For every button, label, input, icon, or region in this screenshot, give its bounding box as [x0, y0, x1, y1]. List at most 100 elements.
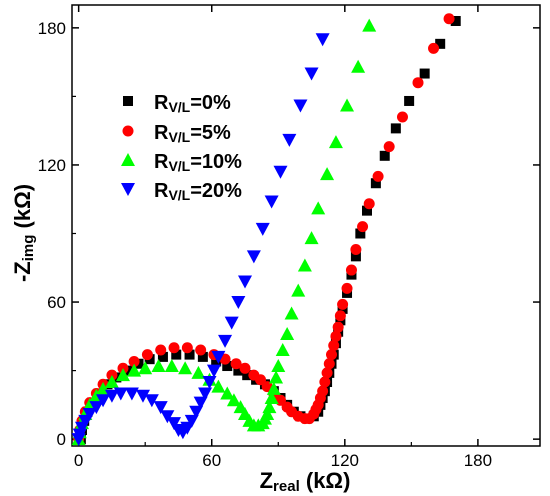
data-point-3 — [135, 389, 150, 403]
data-point-1 — [128, 355, 140, 367]
y-axis-label-sub: img — [20, 235, 37, 262]
data-point-2 — [226, 393, 241, 407]
data-point-0 — [404, 95, 415, 106]
data-point-1 — [372, 170, 384, 182]
x-tick-label: 60 — [202, 451, 221, 470]
data-point-3 — [96, 394, 111, 408]
data-point-3 — [273, 165, 288, 179]
legend-item-0: RV/L=0% — [123, 92, 231, 115]
y-axis-label-unit: (kΩ) — [10, 184, 35, 235]
data-point-3 — [304, 67, 319, 81]
data-point-3 — [255, 222, 270, 236]
data-point-2 — [220, 386, 235, 400]
data-point-1 — [428, 42, 440, 54]
data-point-2 — [191, 365, 206, 379]
data-point-2 — [266, 381, 281, 395]
data-point-1 — [443, 13, 455, 25]
data-point-2 — [297, 258, 312, 272]
x-axis-ticks: 0 60 120 180 — [74, 5, 492, 470]
legend-item-3: RV/L=20% — [121, 180, 242, 203]
legend-label-2: RV/L=10% — [154, 151, 242, 174]
legend-marker-1 — [122, 125, 134, 137]
data-point-1 — [341, 282, 353, 294]
data-point-3 — [264, 195, 279, 209]
data-point-3 — [193, 396, 208, 410]
series-3 — [71, 33, 330, 447]
data-point-1 — [141, 349, 153, 361]
plot-border — [71, 4, 541, 447]
data-point-3 — [206, 364, 221, 378]
data-point-2 — [116, 368, 131, 382]
legend-marker-0 — [123, 96, 133, 106]
data-point-2 — [311, 201, 326, 215]
data-point-1 — [383, 141, 395, 153]
data-point-3 — [104, 389, 119, 403]
data-point-2 — [264, 391, 279, 405]
data-point-1 — [168, 342, 180, 354]
y-tick-label: 180 — [38, 19, 66, 38]
data-point-3 — [144, 394, 159, 408]
data-point-3 — [189, 405, 204, 419]
data-point-0 — [233, 365, 244, 376]
data-point-2 — [104, 375, 119, 389]
data-point-3 — [224, 316, 239, 330]
data-point-1 — [181, 342, 193, 354]
data-point-0 — [419, 68, 430, 79]
data-point-1 — [334, 310, 346, 322]
data-point-1 — [337, 298, 349, 310]
data-point-3 — [246, 250, 261, 264]
data-point-0 — [157, 351, 168, 362]
data-point-3 — [202, 376, 217, 390]
data-point-2 — [178, 361, 193, 375]
legend-item-1: RV/L=5% — [122, 122, 231, 145]
data-point-0 — [379, 150, 390, 161]
data-point-2 — [291, 283, 306, 297]
data-point-3 — [238, 275, 253, 289]
legend: RV/L=0% RV/L=5% RV/L=10% RV/L=20% — [121, 92, 242, 203]
plot-frame — [71, 4, 541, 447]
data-point-0 — [222, 361, 233, 372]
data-point-1 — [330, 330, 342, 342]
data-point-2 — [164, 359, 179, 373]
data-point-2 — [138, 361, 153, 375]
x-axis-label-unit: (kΩ) — [300, 468, 351, 493]
data-point-2 — [351, 59, 366, 73]
legend-marker-3 — [121, 183, 135, 196]
data-point-0 — [450, 15, 461, 26]
y-tick-label: 60 — [47, 293, 66, 312]
data-point-1 — [323, 358, 335, 370]
data-point-1 — [317, 385, 329, 397]
data-point-3 — [167, 417, 182, 431]
x-axis-label-sub: real — [273, 478, 300, 495]
data-point-3 — [153, 401, 168, 415]
data-point-0 — [211, 356, 222, 367]
y-axis-ticks: 0 60 120 180 — [38, 19, 540, 449]
data-point-3 — [82, 408, 97, 422]
legend-marker-2 — [121, 153, 135, 166]
x-axis-label: Zreal (kΩ) — [260, 468, 351, 495]
data-point-1 — [255, 374, 267, 386]
x-axis-label-main: Z — [260, 468, 273, 493]
data-point-0 — [370, 178, 381, 189]
data-point-2 — [320, 167, 335, 181]
data-point-1 — [412, 77, 424, 89]
data-point-2 — [304, 231, 319, 245]
y-axis-label-main: -Z — [10, 261, 35, 282]
data-point-2 — [271, 359, 286, 373]
data-point-2 — [127, 363, 142, 377]
data-point-1 — [321, 367, 333, 379]
data-point-2 — [340, 98, 355, 112]
legend-item-2: RV/L=10% — [121, 151, 242, 174]
y-axis-label: -Zimg (kΩ) — [10, 184, 37, 282]
data-point-2 — [262, 400, 277, 414]
data-point-0 — [184, 349, 195, 360]
data-point-1 — [345, 264, 357, 276]
data-point-0 — [390, 123, 401, 134]
data-point-1 — [195, 344, 207, 356]
x-tick-label: 0 — [74, 451, 83, 470]
data-point-1 — [319, 376, 331, 388]
data-point-2 — [269, 370, 284, 384]
legend-label-1: RV/L=5% — [154, 122, 231, 145]
data-point-0 — [350, 251, 361, 262]
data-point-3 — [184, 414, 199, 428]
